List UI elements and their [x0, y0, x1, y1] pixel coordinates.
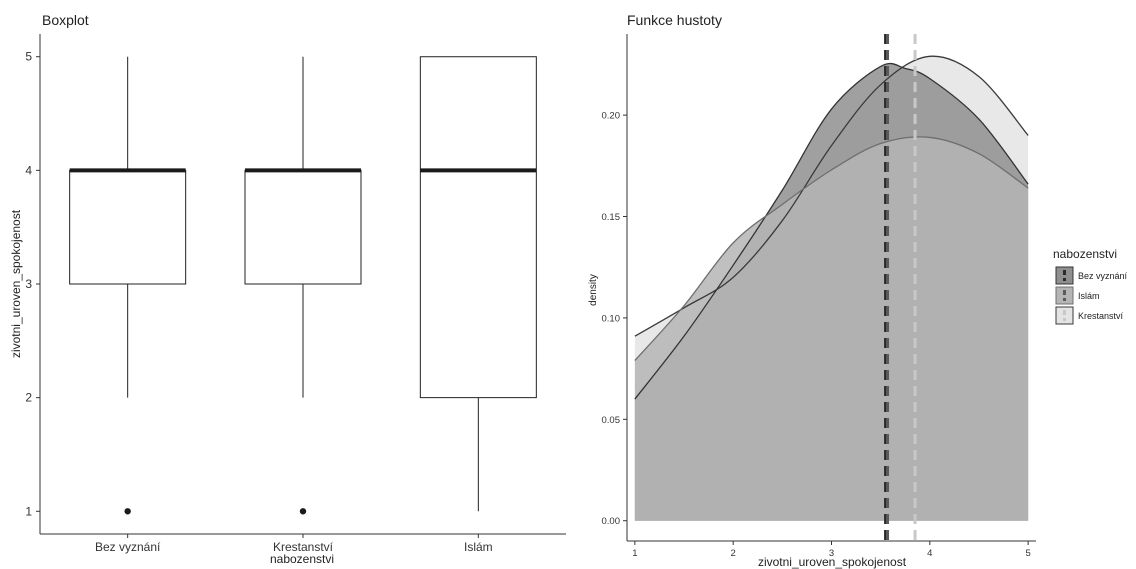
box-outlier-point: [124, 508, 131, 515]
legend: nabozenstvi Bez vyznání Islám Krestanství: [1053, 247, 1128, 325]
legend-item-label: Islám: [1078, 291, 1100, 301]
boxplot-y-tick-label: 2: [25, 391, 32, 405]
boxplot-y-ticks: 1 2 3 4 5: [25, 50, 40, 518]
legend-item-1: Islám: [1055, 286, 1100, 305]
density-x-ticks: 1 2 3 4 5: [632, 541, 1031, 559]
boxplot-y-tick-label: 1: [25, 504, 32, 518]
boxplot-y-axis-label: zivotni_uroven_spokojenost: [9, 209, 23, 358]
legend-item-0: Bez vyznání: [1055, 266, 1128, 285]
box-outlier-point: [299, 508, 307, 515]
boxplot-y-tick-label: 3: [25, 277, 32, 291]
legend-key-swatch: [1055, 286, 1074, 305]
density-y-axis-label: density: [588, 274, 599, 306]
density-line-1: [634, 136, 1029, 361]
density-x-axis-label: zivotni_uroven_spokojenost: [758, 555, 907, 569]
legend-key-swatch: [1055, 266, 1074, 285]
box-iqr-rect: [244, 169, 362, 285]
boxplot-x-tick-label: Bez vyznání: [95, 540, 161, 554]
density-y-tick-label: 0.20: [602, 111, 621, 122]
density-areas: [634, 56, 1029, 521]
density-title: Funkce hustoty: [627, 12, 722, 28]
density-panel: Funkce hustoty density zivotni_uroven_sp…: [588, 12, 1036, 569]
box-iqr-rect: [69, 169, 187, 285]
density-y-tick-label: 0.05: [602, 415, 621, 426]
legend-item-2: Krestanství: [1055, 306, 1124, 325]
boxplot-title: Boxplot: [42, 12, 89, 28]
density-mean-lines: [884, 34, 917, 541]
density-x-tick-label: 3: [829, 548, 834, 559]
boxplot-x-tick-label: Krestanství: [273, 540, 334, 554]
density-x-tick-label: 1: [632, 548, 637, 559]
legend-items: Bez vyznání Islám Krestanství: [1055, 266, 1128, 325]
box-1: [244, 56, 362, 515]
density-area-1: [634, 136, 1029, 521]
density-line-0: [634, 62, 1029, 400]
density-x-tick-label: 5: [1025, 548, 1030, 559]
boxplot-boxes: [69, 56, 537, 515]
density-y-ticks: 0.00 0.05 0.10 0.15 0.20: [602, 111, 627, 527]
density-x-tick-label: 4: [927, 548, 932, 559]
density-y-tick-label: 0.00: [602, 516, 621, 527]
density-line-2: [634, 55, 1029, 337]
boxplot-panel: Boxplot zivotni_uroven_spokojenost naboz…: [9, 12, 566, 566]
legend-item-label: Bez vyznání: [1078, 271, 1128, 281]
legend-key-swatch: [1055, 306, 1074, 325]
density-y-tick-label: 0.10: [602, 313, 621, 324]
box-2: [419, 56, 537, 512]
boxplot-x-tick-label: Islám: [464, 540, 493, 554]
box-iqr-rect: [419, 56, 537, 399]
density-x-tick-label: 2: [731, 548, 736, 559]
box-0: [69, 56, 187, 515]
boxplot-x-axis-label: nabozenstvi: [270, 552, 334, 566]
density-lines: [634, 55, 1029, 400]
boxplot-y-tick-label: 5: [25, 50, 32, 64]
density-y-tick-label: 0.15: [602, 212, 621, 223]
boxplot-y-tick-label: 4: [25, 163, 32, 177]
legend-title: nabozenstvi: [1053, 247, 1117, 261]
boxplot-x-ticks: Bez vyznání Krestanství Islám: [95, 534, 493, 554]
legend-item-label: Krestanství: [1078, 311, 1124, 321]
